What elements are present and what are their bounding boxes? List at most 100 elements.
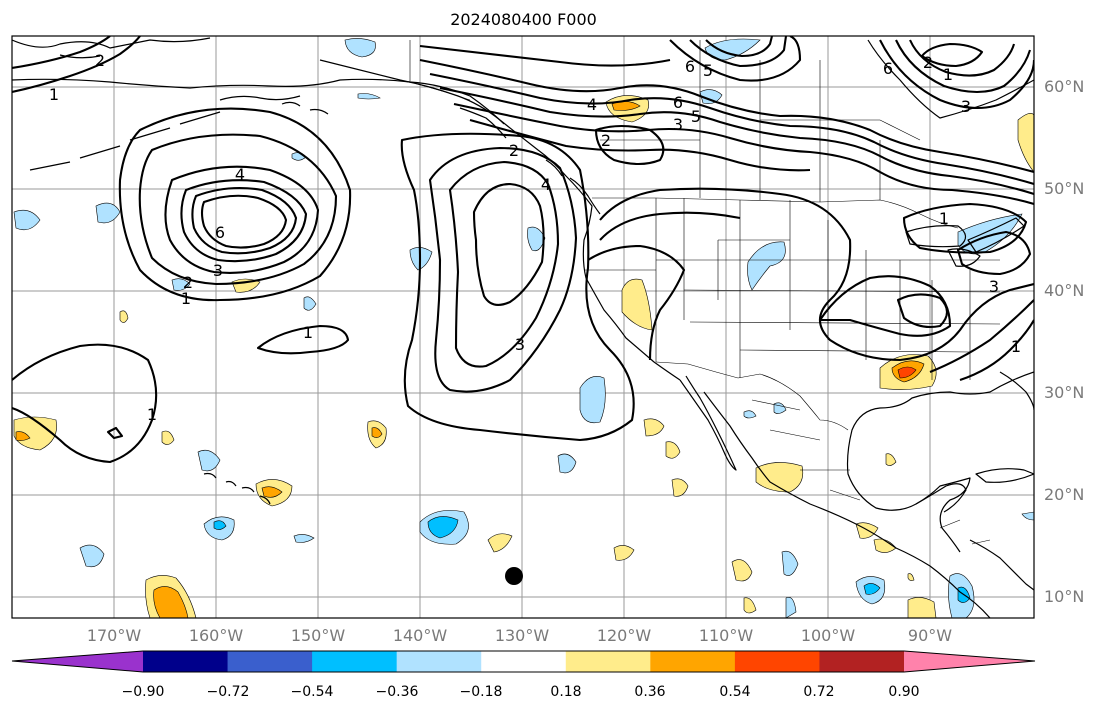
- patch-yellow: [487, 533, 513, 553]
- contour-label: 5: [703, 61, 713, 80]
- patch-yellow: [743, 597, 757, 614]
- contour-label: 1: [181, 289, 191, 308]
- patch-yellow: [621, 278, 653, 331]
- colorbar-segment: [481, 651, 567, 672]
- contour-label: 3: [515, 335, 525, 354]
- contour-label: 1: [303, 323, 313, 342]
- lat-label: 50°N: [1044, 179, 1085, 198]
- contour-labels: 4 6 3 2 1 1 1 1 2 3 4 2 6 5 3 6 5 2 4 6 …: [49, 51, 1021, 424]
- colorbar-tick-label: −0.90: [121, 684, 165, 700]
- colorbar-tick-label: −0.54: [290, 684, 334, 700]
- patch-blue: [785, 597, 797, 618]
- colorbar: [11, 650, 1036, 673]
- patch-yellow: [907, 597, 937, 618]
- colorbar-tick-label: 0.90: [888, 684, 920, 700]
- shaded-patches: [13, 38, 1034, 618]
- colorbar-tick-label: 0.72: [803, 684, 835, 700]
- patch-blue: [293, 534, 315, 543]
- lat-label: 20°N: [1044, 485, 1085, 504]
- patch-red: [897, 366, 917, 379]
- patch-blue: [699, 89, 723, 104]
- colorbar-extend-low: [12, 651, 143, 672]
- lat-label: 30°N: [1044, 383, 1085, 402]
- lat-label: 10°N: [1044, 587, 1085, 606]
- patch-blue: [743, 410, 757, 419]
- patch-blue: [344, 38, 376, 58]
- contour-label: 4: [541, 175, 551, 194]
- patch-cyan: [427, 516, 459, 539]
- patch-yellow: [755, 462, 804, 493]
- patch-blue: [303, 296, 317, 311]
- patch-orange: [15, 431, 31, 441]
- lon-label: 120°W: [596, 626, 652, 645]
- lat-label: 60°N: [1044, 77, 1085, 96]
- contour-label: 2: [923, 53, 933, 72]
- colorbar-segment: [312, 651, 398, 672]
- patch-yellow: [907, 573, 915, 581]
- patch-yellow: [643, 418, 665, 437]
- patch-orange: [371, 427, 383, 438]
- patch-yellow: [671, 478, 689, 497]
- colorbar-tick-label: −0.18: [459, 684, 503, 700]
- contour-label: 4: [587, 95, 597, 114]
- colorbar-tick-label: −0.72: [206, 684, 250, 700]
- colorbar-tick-label: 0.18: [550, 684, 582, 700]
- patch-blue: [579, 376, 606, 424]
- patch-yellow: [665, 441, 681, 459]
- patch-yellow: [13, 416, 57, 451]
- lon-label: 140°W: [392, 626, 448, 645]
- lon-label: 170°W: [86, 626, 142, 645]
- patch-orange: [153, 586, 189, 618]
- lon-label: 160°W: [188, 626, 244, 645]
- contour-label: 3: [961, 97, 971, 116]
- colorbar-tick-label: −0.36: [375, 684, 419, 700]
- patch-blue: [197, 449, 221, 472]
- contour-label: 3: [213, 261, 223, 280]
- patch-blue: [13, 209, 41, 231]
- contour-label: 1: [147, 405, 157, 424]
- contour-label: 2: [95, 51, 105, 70]
- patch-blue: [357, 93, 381, 100]
- contour-label: 5: [691, 107, 701, 126]
- patch-yellow: [731, 559, 753, 582]
- patch-cyan: [213, 520, 227, 530]
- contour-label: 6: [215, 223, 225, 242]
- colorbar-segment: [227, 651, 313, 672]
- patch-blue: [773, 402, 787, 414]
- colorbar-segment: [650, 651, 736, 672]
- contour-label: 4: [235, 165, 245, 184]
- patch-blue: [747, 241, 786, 291]
- contour-label: 2: [509, 141, 519, 160]
- patch-blue: [1021, 511, 1034, 521]
- contour-label: 1: [1011, 337, 1021, 356]
- lon-label: 150°W: [290, 626, 346, 645]
- patch-yellow: [161, 430, 175, 445]
- colorbar-segment: [565, 651, 651, 672]
- colorbar-segment: [396, 651, 482, 672]
- contour-label: 3: [989, 277, 999, 296]
- contour-label: 6: [883, 59, 893, 78]
- patch-blue: [95, 202, 121, 224]
- location-marker: [505, 567, 523, 585]
- patch-yellow: [1017, 113, 1034, 173]
- contour-label: 1: [943, 65, 953, 84]
- patch-blue: [527, 226, 546, 252]
- colorbar-tick-label: 0.54: [719, 684, 751, 700]
- contour-label: 1: [939, 209, 949, 228]
- political-borders: [409, 40, 1001, 545]
- lat-label: 40°N: [1044, 281, 1085, 300]
- colorbar-segment: [143, 651, 229, 672]
- contours: [12, 36, 1034, 464]
- patch-blue: [79, 544, 105, 568]
- patch-blue: [557, 453, 577, 474]
- patch-yellow: [119, 310, 129, 323]
- contour-label: 2: [601, 131, 611, 150]
- lon-label: 100°W: [800, 626, 856, 645]
- lon-label: 130°W: [494, 626, 550, 645]
- map-title: 2024080400 F000: [450, 10, 597, 29]
- patch-yellow: [885, 453, 897, 466]
- patch-cyan: [863, 583, 881, 595]
- contour-label: 6: [673, 93, 683, 112]
- contour-label: 3: [673, 115, 683, 134]
